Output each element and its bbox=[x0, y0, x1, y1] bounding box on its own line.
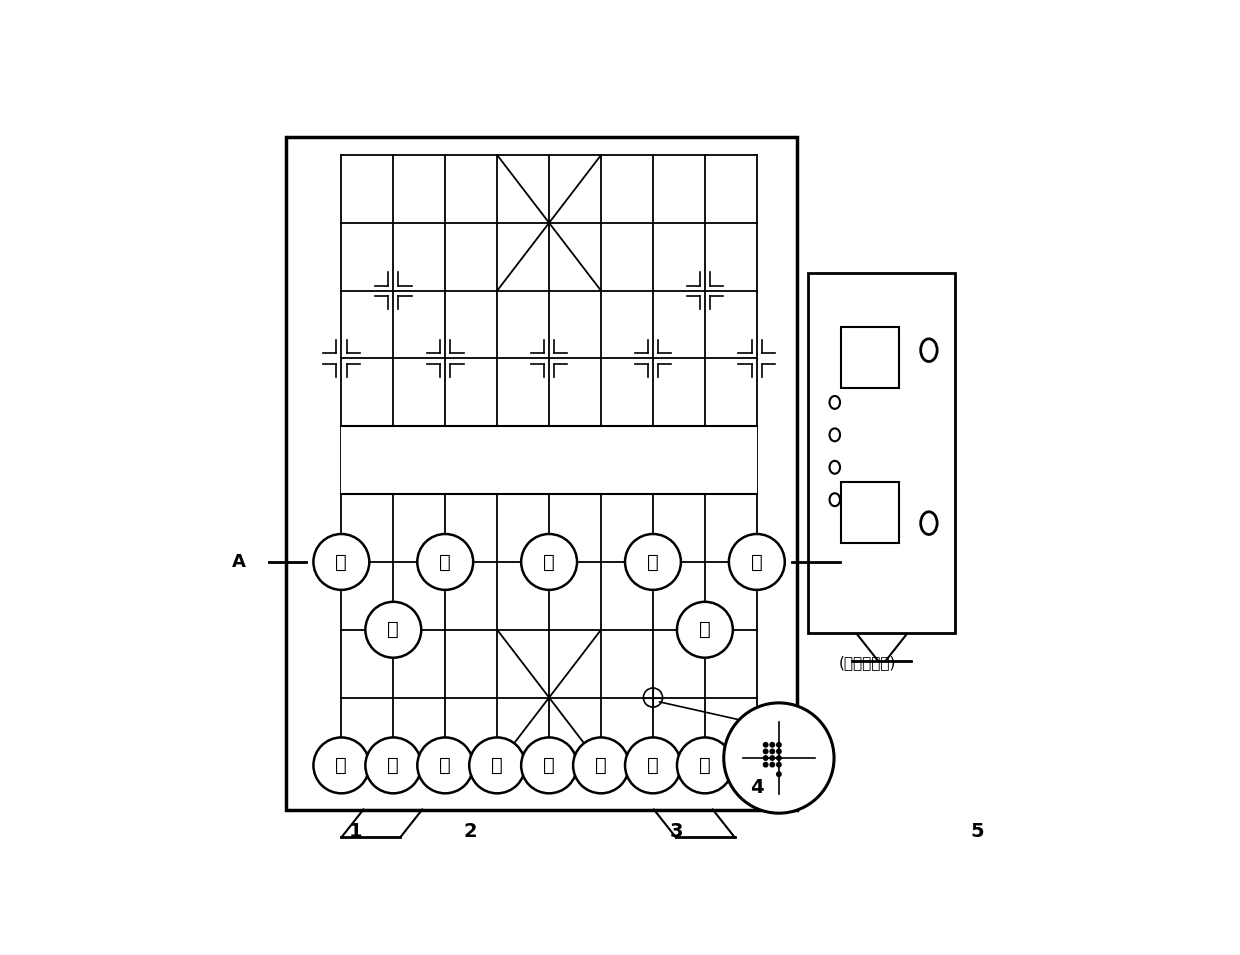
Circle shape bbox=[769, 742, 775, 748]
Text: 炮: 炮 bbox=[699, 620, 711, 639]
Bar bbox=[841, 481, 899, 543]
Circle shape bbox=[763, 749, 769, 754]
Bar bbox=[808, 273, 955, 633]
Bar bbox=[286, 137, 797, 810]
Circle shape bbox=[418, 534, 474, 590]
Circle shape bbox=[776, 762, 782, 768]
Text: 马: 马 bbox=[699, 756, 711, 775]
Text: 车: 车 bbox=[751, 756, 763, 775]
Text: 兵: 兵 bbox=[751, 552, 763, 571]
Circle shape bbox=[769, 762, 775, 768]
Text: 仕: 仕 bbox=[595, 756, 606, 775]
Circle shape bbox=[776, 772, 782, 777]
Circle shape bbox=[418, 737, 474, 794]
Circle shape bbox=[769, 749, 775, 754]
Text: 相: 相 bbox=[647, 756, 658, 775]
Bar bbox=[841, 327, 899, 388]
Circle shape bbox=[314, 534, 370, 590]
Circle shape bbox=[469, 737, 525, 794]
Circle shape bbox=[729, 737, 785, 794]
Circle shape bbox=[763, 742, 769, 748]
Text: 3: 3 bbox=[670, 822, 683, 841]
Circle shape bbox=[763, 755, 769, 761]
Circle shape bbox=[314, 737, 370, 794]
Text: (局部放大图): (局部放大图) bbox=[838, 655, 895, 670]
Circle shape bbox=[729, 534, 785, 590]
Text: 车: 车 bbox=[336, 756, 347, 775]
Circle shape bbox=[763, 762, 769, 768]
Circle shape bbox=[366, 737, 422, 794]
Text: A: A bbox=[232, 553, 246, 571]
Text: A: A bbox=[846, 553, 859, 571]
Circle shape bbox=[776, 749, 782, 754]
Text: 兵: 兵 bbox=[439, 552, 451, 571]
Text: 炮: 炮 bbox=[387, 620, 399, 639]
Text: 5: 5 bbox=[971, 822, 985, 841]
Circle shape bbox=[776, 742, 782, 748]
Circle shape bbox=[625, 534, 681, 590]
Text: 1: 1 bbox=[350, 822, 363, 841]
Circle shape bbox=[625, 737, 681, 794]
Circle shape bbox=[677, 602, 733, 658]
Circle shape bbox=[366, 602, 422, 658]
Text: 帅: 帅 bbox=[543, 756, 556, 775]
Circle shape bbox=[521, 534, 577, 590]
Bar bbox=[341, 426, 756, 494]
Text: 仕: 仕 bbox=[491, 756, 503, 775]
Text: 马: 马 bbox=[387, 756, 399, 775]
Circle shape bbox=[724, 703, 835, 814]
Circle shape bbox=[776, 755, 782, 761]
Circle shape bbox=[573, 737, 629, 794]
Circle shape bbox=[521, 737, 577, 794]
Text: 相: 相 bbox=[439, 756, 451, 775]
Circle shape bbox=[769, 755, 775, 761]
Circle shape bbox=[677, 737, 733, 794]
Text: 2: 2 bbox=[464, 822, 477, 841]
Text: 兵: 兵 bbox=[336, 552, 347, 571]
Text: 4: 4 bbox=[750, 778, 764, 796]
Text: 兵: 兵 bbox=[543, 552, 556, 571]
Text: 兵: 兵 bbox=[647, 552, 658, 571]
